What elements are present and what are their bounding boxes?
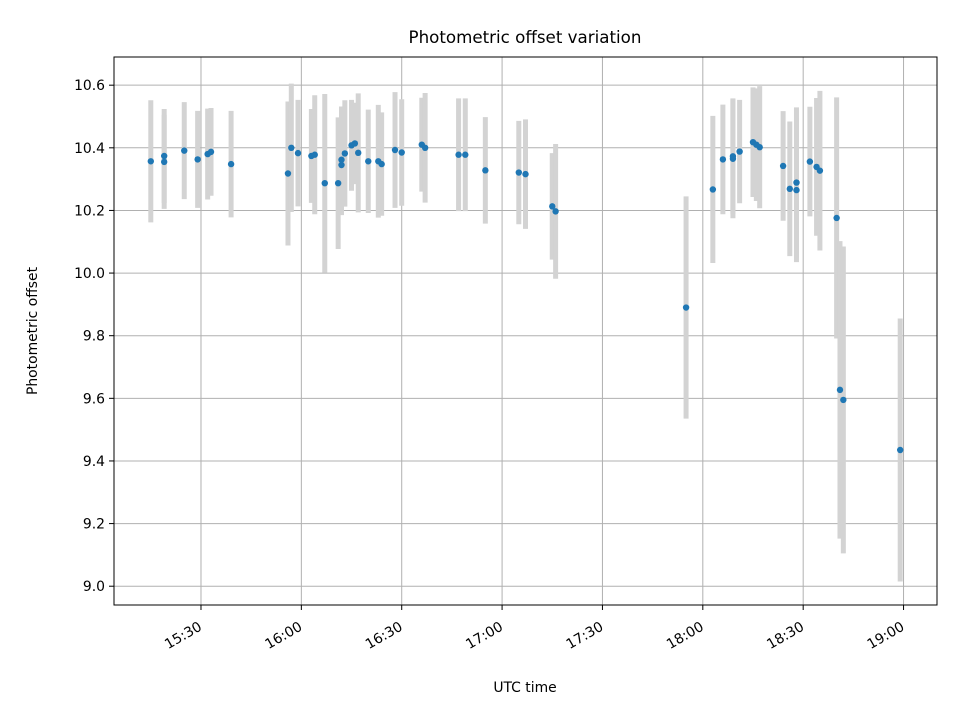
data-point xyxy=(682,304,690,311)
y-axis-label: Photometric offset xyxy=(25,266,41,395)
data-point xyxy=(806,158,814,165)
data-point xyxy=(334,179,342,187)
y-axis: 9.0 9.2 9.4 9.6 9.8 10.0 10.2 10.4 10.6 xyxy=(74,78,114,595)
y-tick-label: 10.4 xyxy=(74,141,105,157)
data-point xyxy=(355,149,362,157)
data-point xyxy=(288,144,295,152)
data-point xyxy=(552,208,559,215)
data-point xyxy=(455,151,462,158)
data-point xyxy=(351,140,359,147)
data-point xyxy=(341,150,349,157)
y-tick-label: 9.2 xyxy=(83,517,105,533)
data-point xyxy=(833,214,840,222)
data-point xyxy=(227,160,235,168)
data-point xyxy=(338,161,345,169)
data-point xyxy=(779,162,787,170)
data-point xyxy=(522,170,529,178)
data-point xyxy=(786,185,793,193)
data-point xyxy=(207,148,215,156)
data-point xyxy=(515,169,523,176)
data-point xyxy=(181,147,188,154)
y-tick-label: 10.6 xyxy=(74,78,105,94)
data-point xyxy=(793,179,800,186)
y-tick-label: 9.4 xyxy=(83,454,105,470)
data-point xyxy=(729,153,737,160)
data-point xyxy=(756,143,763,151)
data-points xyxy=(147,138,904,454)
data-point xyxy=(736,148,743,155)
data-point xyxy=(338,156,345,163)
data-point xyxy=(836,386,844,394)
data-point xyxy=(719,156,727,163)
data-point xyxy=(294,149,302,157)
data-point xyxy=(147,158,155,165)
data-point xyxy=(391,146,399,154)
data-point xyxy=(896,446,904,454)
data-point xyxy=(378,160,385,168)
data-point xyxy=(421,144,429,152)
data-point xyxy=(482,167,489,174)
data-point xyxy=(398,149,405,156)
data-point xyxy=(160,158,168,166)
data-point xyxy=(365,158,372,165)
data-point xyxy=(549,203,556,210)
data-point xyxy=(160,152,168,160)
y-tick-label: 10.2 xyxy=(74,203,105,219)
data-point xyxy=(840,396,847,404)
data-point xyxy=(816,167,824,174)
x-axis-label: UTC time xyxy=(493,680,556,696)
data-point xyxy=(284,170,292,177)
y-tick-label: 9.0 xyxy=(83,579,105,595)
data-point xyxy=(462,151,469,158)
chart-title: Photometric offset variation xyxy=(409,27,642,47)
y-tick-label: 10.0 xyxy=(74,266,105,282)
y-tick-label: 9.8 xyxy=(83,329,105,345)
data-point xyxy=(793,186,800,194)
data-point xyxy=(321,179,328,187)
data-point xyxy=(194,156,201,163)
data-point xyxy=(311,151,318,158)
plot-frame xyxy=(113,56,938,606)
y-tick-label: 9.6 xyxy=(83,391,105,407)
data-point xyxy=(709,186,717,193)
